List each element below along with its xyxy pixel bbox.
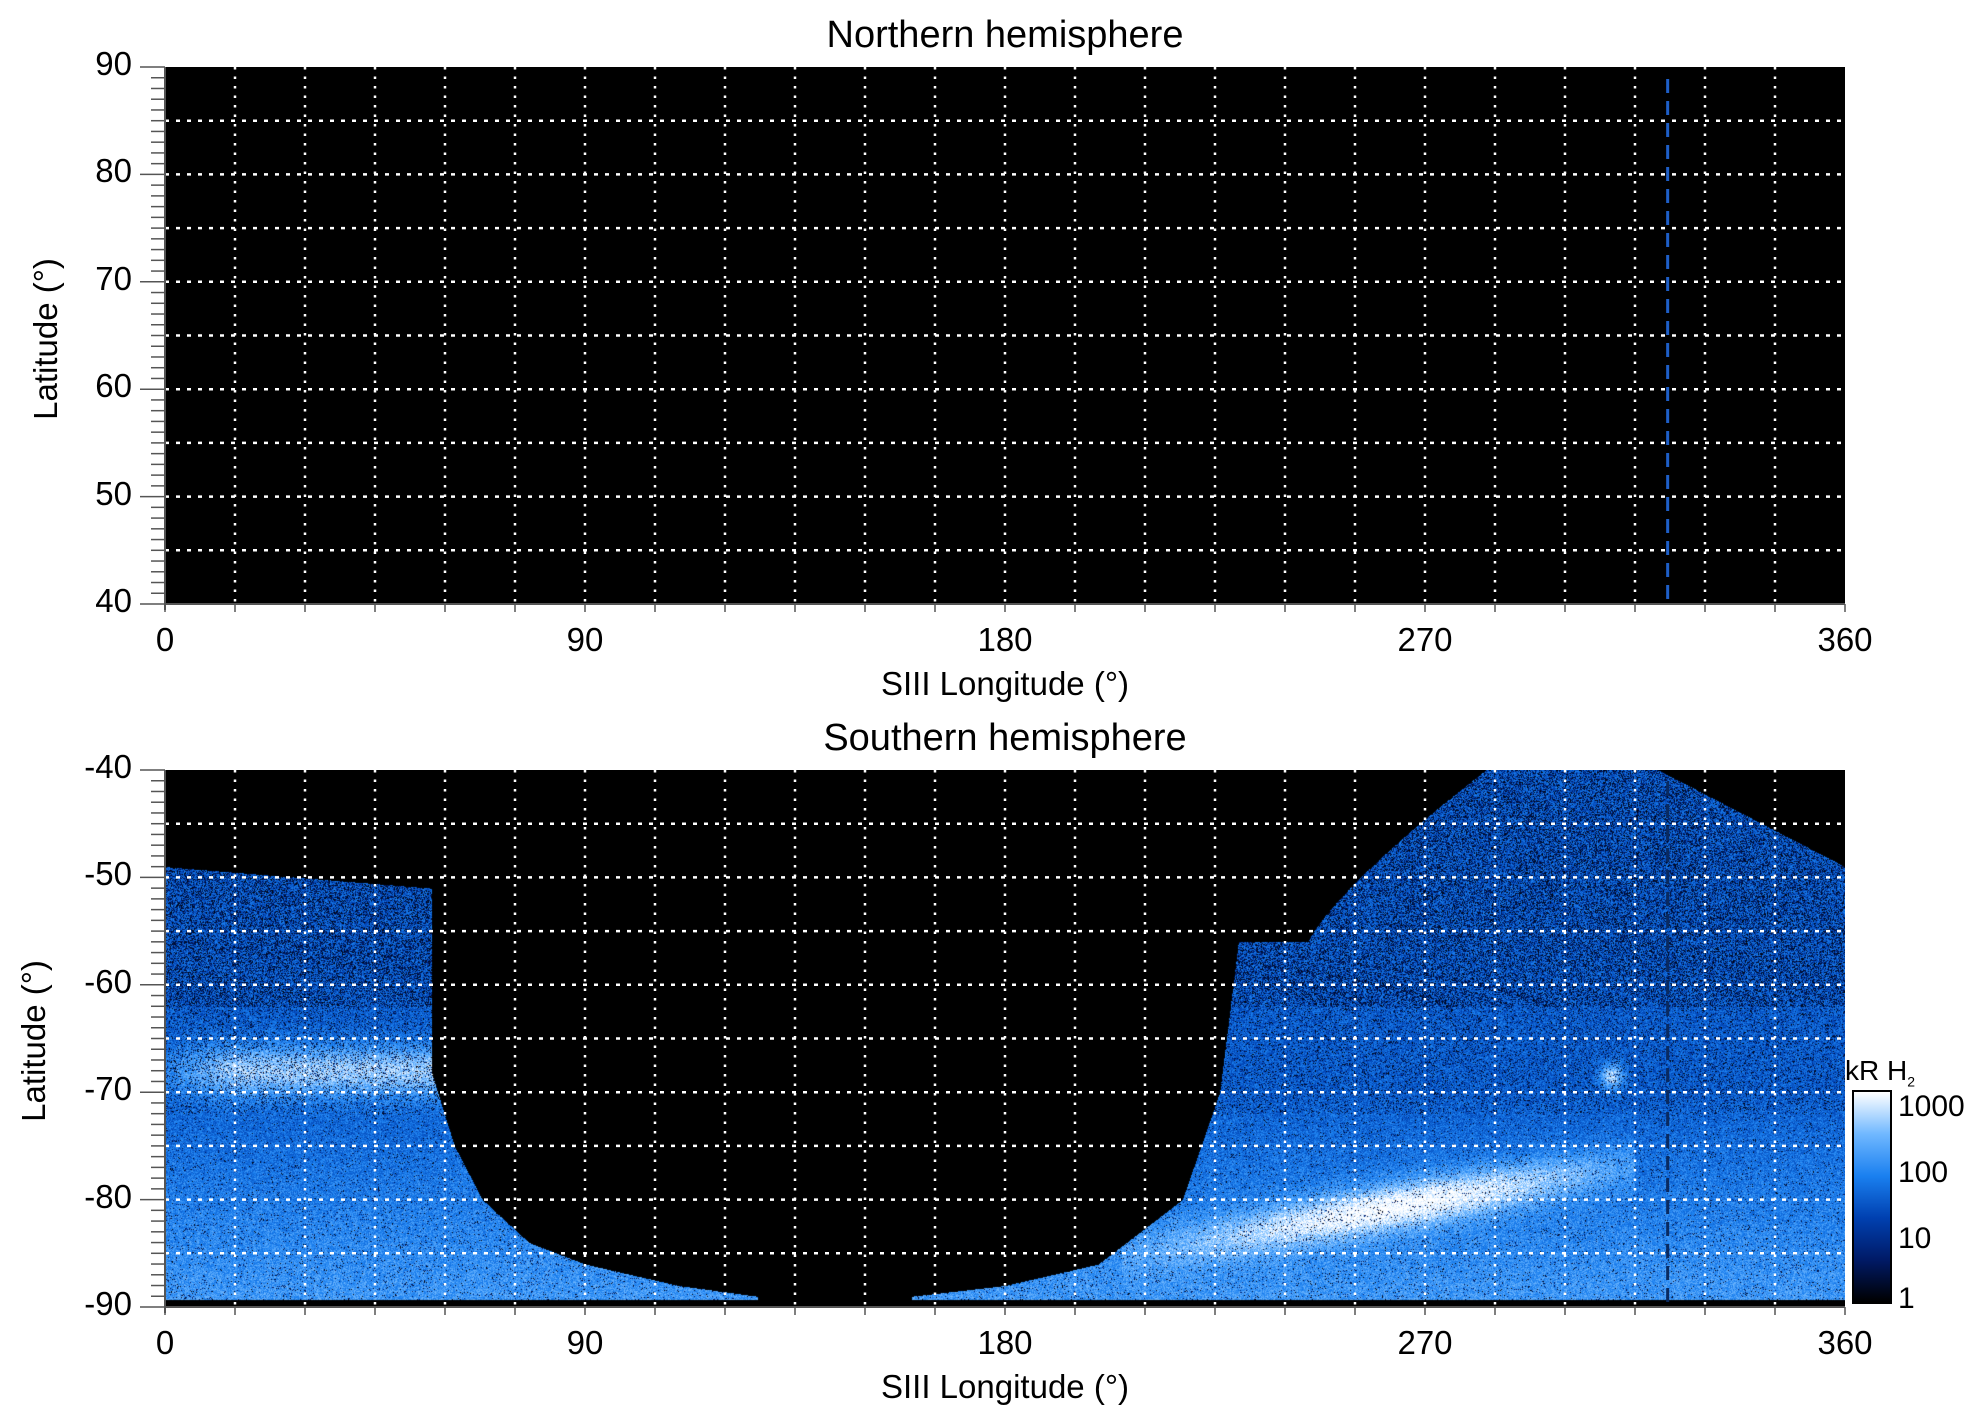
south-x-tick-label: 270 (1397, 1324, 1453, 1361)
south-x-tick-label: 360 (1817, 1324, 1873, 1361)
north-title: Northern hemisphere (826, 14, 1184, 56)
colorbar-tick-10: 10 (1898, 1222, 1932, 1255)
north-x-tick-label: 360 (1817, 621, 1873, 658)
south-x-tick-label: 180 (977, 1324, 1033, 1361)
north-xlabel: SIII Longitude (°) (881, 665, 1129, 702)
north-x-tick-label: 270 (1397, 621, 1453, 658)
north-y-tick-label: 40 (95, 582, 132, 619)
south-y-tick-label: -70 (84, 1070, 132, 1108)
colorbar (1852, 1090, 1892, 1304)
north-y-tick-label: 50 (95, 474, 132, 512)
south-x-tick-label: 90 (566, 1324, 604, 1361)
north-y-tick-label: 70 (95, 259, 132, 297)
north-x-tick-label: 90 (566, 621, 604, 658)
north-y-tick-label: 90 (95, 45, 132, 82)
south-y-tick-label: -80 (84, 1177, 132, 1215)
south-title: Southern hemisphere (823, 717, 1187, 759)
south-x-tick-label: 0 (155, 1324, 175, 1361)
colorbar-tick-1: 1 (1898, 1282, 1915, 1315)
south-y-tick-label: -50 (84, 855, 132, 893)
south-y-tick-label: -40 (84, 748, 132, 785)
colorbar-tick-100: 100 (1898, 1156, 1949, 1189)
south-y-tick-label: -60 (84, 962, 132, 1000)
north-y-tick-label: 60 (95, 367, 132, 405)
south-xlabel: SIII Longitude (°) (881, 1368, 1129, 1405)
north-x-tick-label: 0 (155, 621, 175, 658)
north-y-tick-label: 80 (95, 152, 132, 190)
north-x-tick-label: 180 (977, 621, 1033, 658)
south-y-tick-label: -90 (84, 1285, 132, 1322)
colorbar-tick-1000: 1000 (1898, 1090, 1965, 1123)
colorbar-label: kR H2 (1845, 1055, 1916, 1090)
